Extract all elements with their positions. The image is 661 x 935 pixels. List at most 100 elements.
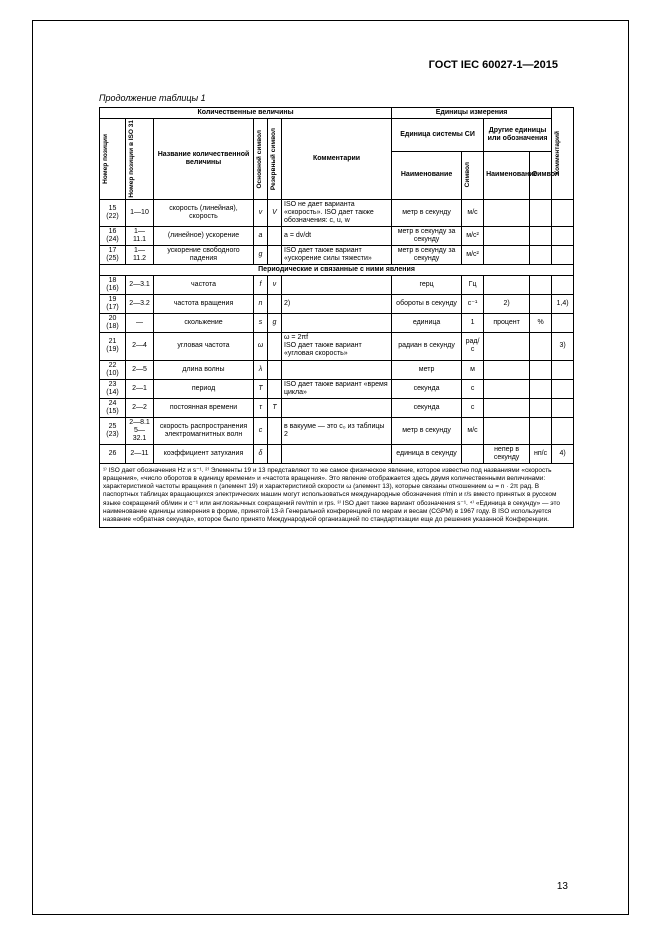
- cell-iso: 2—3.2: [126, 295, 154, 314]
- page-number: 13: [557, 881, 568, 892]
- cell-pos: 15 (22): [100, 199, 126, 226]
- cell-other-symbol: [530, 360, 552, 379]
- cell-name: частота: [154, 276, 254, 295]
- cell-other-symbol: [530, 398, 552, 417]
- header-comment-col: Комментарий: [552, 108, 574, 200]
- cell-other-name: [484, 417, 530, 444]
- cell-si-symbol: с⁻¹: [462, 295, 484, 314]
- cell-pos: 24 (15): [100, 398, 126, 417]
- cell-other-name: [484, 276, 530, 295]
- header-pos: Номер позиции: [100, 119, 126, 200]
- cell-si-name: герц: [392, 276, 462, 295]
- cell-name: частота вращения: [154, 295, 254, 314]
- cell-other-symbol: [530, 245, 552, 264]
- cell-name: скольжение: [154, 314, 254, 333]
- cell-k: [552, 245, 574, 264]
- cell-main-symbol: v: [254, 199, 268, 226]
- cell-other-name: [484, 199, 530, 226]
- cell-other-symbol: [530, 417, 552, 444]
- cell-iso: 2—11: [126, 444, 154, 463]
- cell-comment: ω = 2πf ISO дает также вариант «угловая …: [282, 333, 392, 360]
- header-reserve-symbol: Резервный символ: [268, 119, 282, 200]
- cell-iso: 2—4: [126, 333, 154, 360]
- cell-si-symbol: м/с²: [462, 226, 484, 245]
- main-table: Количественные величины Единицы измерени…: [99, 107, 574, 528]
- footnotes: ¹⁾ ISO дает обозначения Hz и s⁻¹. ²⁾ Эле…: [100, 464, 574, 528]
- header-name: Название количественной величины: [154, 119, 254, 200]
- cell-other-name: [484, 333, 530, 360]
- header-reserve-symbol-label: Резервный символ: [270, 128, 277, 190]
- cell-other-symbol: нп/с: [530, 444, 552, 463]
- cell-name: (линейное) ускорение: [154, 226, 254, 245]
- cell-name: длина волны: [154, 360, 254, 379]
- cell-si-symbol: с: [462, 379, 484, 398]
- cell-k: [552, 276, 574, 295]
- cell-reserve-symbol: V: [268, 199, 282, 226]
- cell-name: период: [154, 379, 254, 398]
- cell-pos: 25 (23): [100, 417, 126, 444]
- cell-comment: в вакууме — это c₀ из таблицы 2: [282, 417, 392, 444]
- cell-reserve-symbol: [268, 245, 282, 264]
- cell-other-name: [484, 360, 530, 379]
- cell-k: 3): [552, 333, 574, 360]
- cell-pos: 22 (10): [100, 360, 126, 379]
- cell-iso: 1—11.1: [126, 226, 154, 245]
- cell-comment: ISO не дает варианта «скорость». ISO дае…: [282, 199, 392, 226]
- header-main-symbol-label: Основной символ: [256, 130, 263, 189]
- header-qty-group: Количественные величины: [100, 108, 392, 119]
- header-comment-label: Комментарий: [554, 131, 561, 175]
- cell-si-symbol: рад/с: [462, 333, 484, 360]
- cell-name: скорость (линейная), скорость: [154, 199, 254, 226]
- table-row: 19 (17)2—3.2частота вращенияn2)обороты в…: [100, 295, 574, 314]
- cell-other-name: [484, 226, 530, 245]
- cell-comment: ISO дает также вариант «ускорение силы т…: [282, 245, 392, 264]
- header-si-symbol: Символ: [462, 151, 484, 199]
- cell-si-symbol: 1: [462, 314, 484, 333]
- section-title: Периодические и связанные с ними явления: [100, 265, 574, 276]
- cell-iso: 2—8.1 5—32.1: [126, 417, 154, 444]
- cell-comment: [282, 444, 392, 463]
- cell-si-symbol: с: [462, 398, 484, 417]
- section-row: Периодические и связанные с ними явления: [100, 265, 574, 276]
- cell-name: коэффициент затухания: [154, 444, 254, 463]
- table-row: 16 (24)1—11.1(линейное) ускорениеaa = dv…: [100, 226, 574, 245]
- notes-row: ¹⁾ ISO дает обозначения Hz и s⁻¹. ²⁾ Эле…: [100, 464, 574, 528]
- cell-iso: 2—5: [126, 360, 154, 379]
- cell-k: [552, 398, 574, 417]
- cell-other-name: 2): [484, 295, 530, 314]
- cell-si-name: секунда: [392, 398, 462, 417]
- header-main-symbol: Основной символ: [254, 119, 268, 200]
- cell-comment: [282, 276, 392, 295]
- cell-main-symbol: ω: [254, 333, 268, 360]
- header-other-symbol: Символ: [530, 151, 552, 199]
- cell-name: постоянная времени: [154, 398, 254, 417]
- cell-other-name: [484, 379, 530, 398]
- cell-k: 1,4): [552, 295, 574, 314]
- cell-si-name: метр в секунду за секунду: [392, 226, 462, 245]
- cell-iso: 2—1: [126, 379, 154, 398]
- cell-k: [552, 417, 574, 444]
- cell-main-symbol: g: [254, 245, 268, 264]
- cell-other-symbol: [530, 379, 552, 398]
- cell-reserve-symbol: [268, 295, 282, 314]
- table-row: 25 (23)2—8.1 5—32.1скорость распростране…: [100, 417, 574, 444]
- cell-main-symbol: f: [254, 276, 268, 295]
- cell-reserve-symbol: g: [268, 314, 282, 333]
- cell-si-name: метр в секунду за секунду: [392, 245, 462, 264]
- cell-pos: 18 (16): [100, 276, 126, 295]
- cell-comment: [282, 360, 392, 379]
- cell-k: 4): [552, 444, 574, 463]
- cell-si-name: обороты в секунду: [392, 295, 462, 314]
- cell-pos: 21 (19): [100, 333, 126, 360]
- cell-main-symbol: δ: [254, 444, 268, 463]
- cell-main-symbol: λ: [254, 360, 268, 379]
- cell-iso: 1—10: [126, 199, 154, 226]
- header-si-symbol-label: Символ: [464, 162, 471, 187]
- cell-other-symbol: [530, 295, 552, 314]
- header-si-name: Наименование: [392, 151, 462, 199]
- cell-k: [552, 379, 574, 398]
- cell-reserve-symbol: [268, 379, 282, 398]
- cell-other-symbol: [530, 333, 552, 360]
- header-other-name: Наименование: [484, 151, 530, 199]
- cell-other-symbol: [530, 199, 552, 226]
